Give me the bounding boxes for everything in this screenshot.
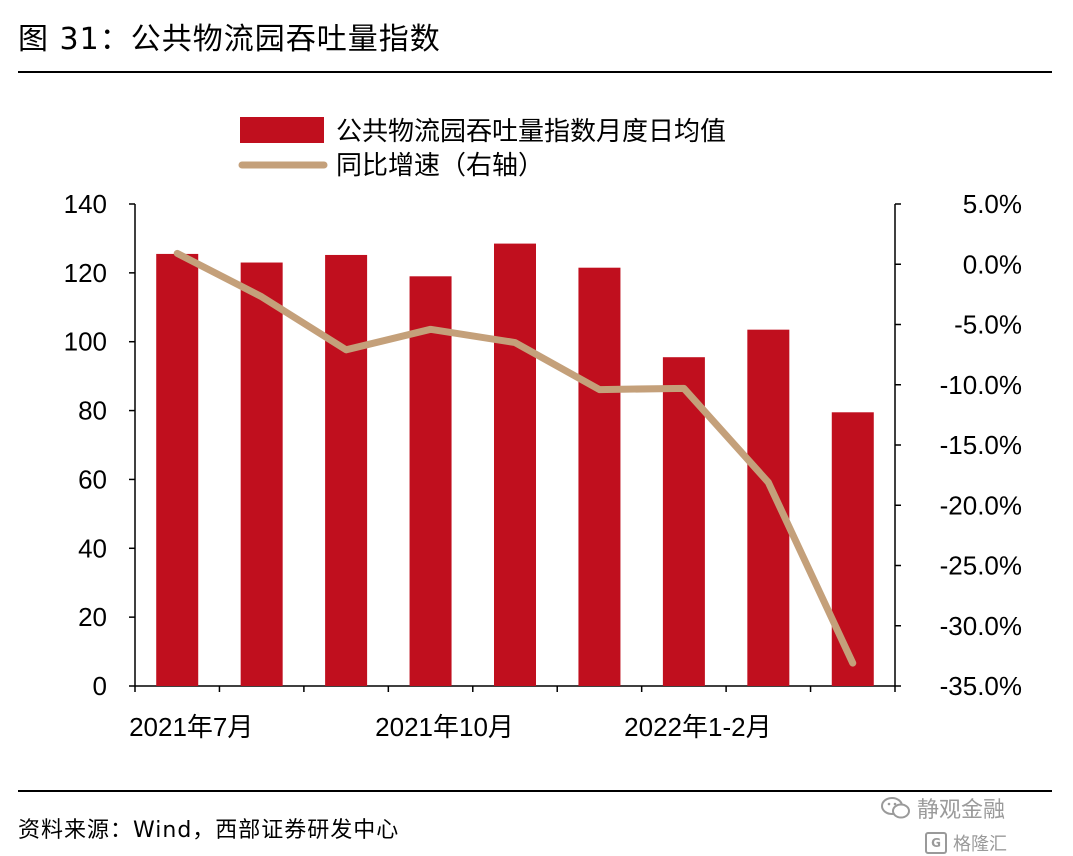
bottom-rule — [18, 790, 1052, 792]
right-axis-tick-label: 5.0% — [963, 189, 1022, 219]
legend-bar-label: 公共物流园吞吐量指数月度日均值 — [336, 117, 726, 147]
right-axis-tick-label: -30.0% — [940, 611, 1022, 641]
right-axis-tick-label: 0.0% — [963, 249, 1022, 279]
right-axis-tick-label: -10.0% — [940, 370, 1022, 400]
x-axis-tick-label: 2021年10月 — [375, 712, 514, 742]
watermark: 静观金融 G 格隆汇 — [881, 792, 1041, 856]
x-axis-tick-label: 2021年7月 — [129, 712, 253, 742]
x-axis-tick-label: 2022年1-2月 — [624, 712, 771, 742]
bar — [662, 357, 705, 686]
right-axis-tick-label: -5.0% — [954, 310, 1022, 340]
watermark-text: 静观金融 — [917, 798, 1006, 823]
left-axis-tick-label: 140 — [64, 189, 107, 219]
gelonghui-logo-icon: G — [925, 832, 947, 854]
bar — [409, 276, 452, 686]
watermark-brand: 格隆汇 — [953, 834, 1007, 855]
top-rule — [18, 71, 1052, 73]
legend-bar-swatch — [240, 117, 324, 143]
figure-title: 图 31：公共物流园吞吐量指数 — [18, 22, 441, 57]
chart: 公共物流园吞吐量指数月度日均值 同比增速（右轴） 0 20 40 60 80 100 120… — [64, 117, 1022, 742]
bar — [240, 262, 283, 686]
left-axis-tick-label: 0 — [93, 671, 107, 701]
source-note: 资料来源：Wind，西部证券研发中心 — [18, 818, 400, 843]
legend: 公共物流园吞吐量指数月度日均值 同比增速（右轴） — [238, 117, 726, 181]
left-axis-tick-label: 40 — [78, 533, 107, 563]
bar — [325, 254, 368, 686]
right-axis-tick-label: -15.0% — [940, 430, 1022, 460]
bar — [831, 412, 874, 686]
left-axis-tick-label: 60 — [78, 464, 107, 494]
bar — [156, 253, 199, 686]
left-axis-tick-label: 80 — [78, 396, 107, 426]
right-axis-tick-label: -25.0% — [940, 551, 1022, 581]
left-axis-tick-label: 120 — [64, 258, 107, 288]
bar — [494, 243, 536, 687]
growth-line — [173, 249, 857, 667]
bar — [578, 267, 621, 686]
left-axis-tick-label: 100 — [64, 327, 107, 357]
right-axis-tick-label: -20.0% — [940, 490, 1022, 520]
legend-line-label: 同比增速（右轴） — [336, 151, 544, 181]
left-axis-tick-label: 20 — [78, 602, 107, 632]
right-axis-tick-label: -35.0% — [940, 671, 1022, 701]
wechat-icon — [881, 797, 910, 819]
